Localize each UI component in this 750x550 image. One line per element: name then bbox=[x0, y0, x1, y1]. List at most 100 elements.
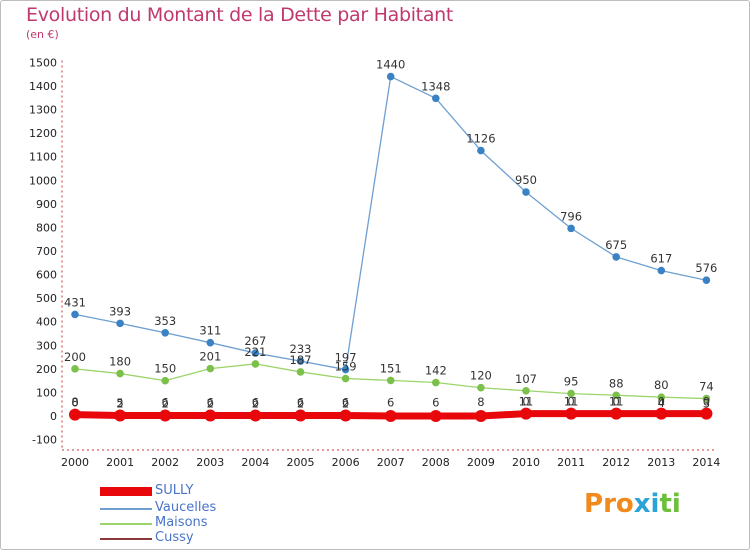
data-label-maisons: 142 bbox=[425, 364, 447, 378]
x-tick-label: 2004 bbox=[241, 456, 269, 469]
data-label-sully: 2 bbox=[207, 397, 214, 411]
data-label-vaucelles: 1440 bbox=[376, 58, 405, 72]
data-label-maisons: 221 bbox=[244, 345, 266, 359]
x-tick-label: 2013 bbox=[647, 456, 675, 469]
legend-label-sully: SULLY bbox=[155, 483, 194, 498]
data-point-sully bbox=[700, 407, 713, 420]
data-label-vaucelles: 267 bbox=[244, 334, 266, 348]
data-label-vaucelles: 197 bbox=[335, 351, 357, 365]
chart-subtitle: (en €) bbox=[26, 28, 59, 41]
data-label-vaucelles: 233 bbox=[290, 342, 312, 356]
data-label-cussy: 6 bbox=[252, 396, 259, 410]
data-point-vaucelles bbox=[657, 266, 666, 275]
data-label-cussy: 3 bbox=[703, 396, 710, 410]
data-label-sully: 2 bbox=[342, 397, 349, 411]
x-tick-label: 2003 bbox=[196, 456, 224, 469]
chart-title: Evolution du Montant de la Dette par Hab… bbox=[26, 4, 454, 26]
data-point-sully bbox=[114, 409, 127, 422]
data-point-sully bbox=[474, 410, 487, 422]
data-label-maisons: 88 bbox=[609, 376, 624, 390]
data-label-sully: 0 bbox=[567, 395, 574, 409]
y-tick-label: 1000 bbox=[29, 174, 57, 187]
y-tick-label: 700 bbox=[36, 245, 57, 258]
data-label-maisons: 187 bbox=[290, 353, 312, 367]
x-tick-label: 2005 bbox=[287, 456, 315, 469]
data-label-vaucelles: 950 bbox=[515, 173, 537, 187]
legend-swatch-sully bbox=[100, 487, 152, 496]
series-maisons: 200 180 150 201 221 187 159 151 142 120 107 95 88 80 7… bbox=[64, 345, 714, 403]
data-label-maisons: 151 bbox=[380, 361, 402, 375]
series-sully: 0 2 2 2 2 2 2 0 0 0 0 0 bbox=[69, 395, 713, 422]
data-label-maisons: 201 bbox=[199, 350, 221, 364]
data-label-maisons: 95 bbox=[564, 375, 579, 389]
x-tick-label: 2009 bbox=[467, 456, 495, 469]
data-point-sully bbox=[294, 409, 307, 422]
logo-letter: t bbox=[659, 489, 672, 519]
y-tick-label: 1300 bbox=[29, 104, 57, 117]
data-point-vaucelles bbox=[386, 72, 395, 81]
x-tick-label: 2001 bbox=[106, 456, 134, 469]
data-point-maisons bbox=[477, 383, 485, 392]
data-label-vaucelles: 311 bbox=[199, 324, 221, 338]
data-label-vaucelles: 576 bbox=[695, 261, 717, 275]
y-tick-label: 200 bbox=[36, 363, 57, 376]
data-point-maisons bbox=[612, 391, 621, 400]
logo-letter: x bbox=[633, 489, 651, 519]
data-label-cussy: 11 bbox=[519, 394, 534, 408]
data-point-maisons bbox=[251, 360, 260, 368]
data-label-cussy: 6 bbox=[207, 396, 214, 410]
data-point-vaucelles bbox=[71, 310, 79, 319]
y-tick-label: -100 bbox=[32, 434, 57, 447]
data-point-maisons bbox=[702, 394, 711, 403]
data-label-vaucelles: 353 bbox=[154, 314, 176, 328]
data-label-cussy: 6 bbox=[297, 396, 304, 410]
data-label-maisons: 74 bbox=[699, 380, 714, 394]
data-point-sully bbox=[249, 409, 262, 422]
logo-letter: i bbox=[650, 489, 660, 519]
data-point-sully bbox=[565, 407, 578, 420]
data-label-cussy: 11 bbox=[564, 394, 579, 408]
y-tick-label: 400 bbox=[36, 316, 57, 329]
data-label-maisons: 200 bbox=[64, 350, 86, 364]
y-tick-label: 800 bbox=[36, 221, 57, 234]
legend-swatch-maisons bbox=[100, 523, 152, 525]
data-label-maisons: 107 bbox=[515, 372, 537, 386]
data-point-maisons bbox=[116, 369, 124, 378]
y-tick-label: 0 bbox=[50, 410, 57, 423]
data-label-cussy: 4 bbox=[658, 396, 665, 410]
legend-swatch-vaucelles bbox=[100, 508, 152, 510]
legend-label-maisons: Maisons bbox=[155, 515, 208, 530]
data-label-sully: 2 bbox=[162, 397, 169, 411]
data-point-vaucelles bbox=[116, 319, 124, 328]
x-tick-label: 2000 bbox=[61, 456, 89, 469]
x-tick-label: 2006 bbox=[332, 456, 360, 469]
data-point-vaucelles bbox=[341, 365, 350, 374]
data-point-vaucelles bbox=[161, 328, 169, 337]
y-tick-label: 1400 bbox=[29, 80, 57, 93]
data-label-vaucelles: 393 bbox=[109, 304, 131, 318]
y-tick-label: 900 bbox=[36, 198, 57, 211]
data-point-sully bbox=[520, 407, 532, 420]
series-vaucelles: 431 393 353 311 267 233 197 1440 1348 1126 950 796 6… bbox=[64, 58, 717, 374]
data-label-vaucelles: 796 bbox=[560, 209, 582, 223]
data-label-vaucelles: 617 bbox=[650, 252, 672, 266]
data-point-vaucelles bbox=[206, 338, 215, 347]
data-label-maisons: 150 bbox=[154, 362, 176, 376]
data-point-sully bbox=[384, 410, 397, 422]
chart-axes: -100010020030040050060070080090010001100… bbox=[29, 56, 720, 469]
data-label-vaucelles: 431 bbox=[64, 295, 86, 309]
x-tick-label: 2008 bbox=[422, 456, 450, 469]
data-label-sully: 0 bbox=[613, 395, 620, 409]
data-label-sully: 2 bbox=[252, 397, 259, 411]
y-tick-label: 1100 bbox=[29, 151, 57, 164]
y-tick-label: 600 bbox=[36, 269, 57, 282]
data-label-maisons: 80 bbox=[654, 378, 669, 392]
data-point-sully bbox=[429, 410, 442, 422]
data-point-vaucelles bbox=[702, 276, 711, 285]
data-point-sully bbox=[69, 408, 81, 421]
data-point-vaucelles bbox=[522, 188, 530, 196]
data-label-sully: 0 bbox=[703, 395, 710, 409]
data-point-maisons bbox=[296, 368, 305, 376]
data-point-maisons bbox=[206, 364, 215, 373]
data-point-sully bbox=[339, 409, 352, 422]
